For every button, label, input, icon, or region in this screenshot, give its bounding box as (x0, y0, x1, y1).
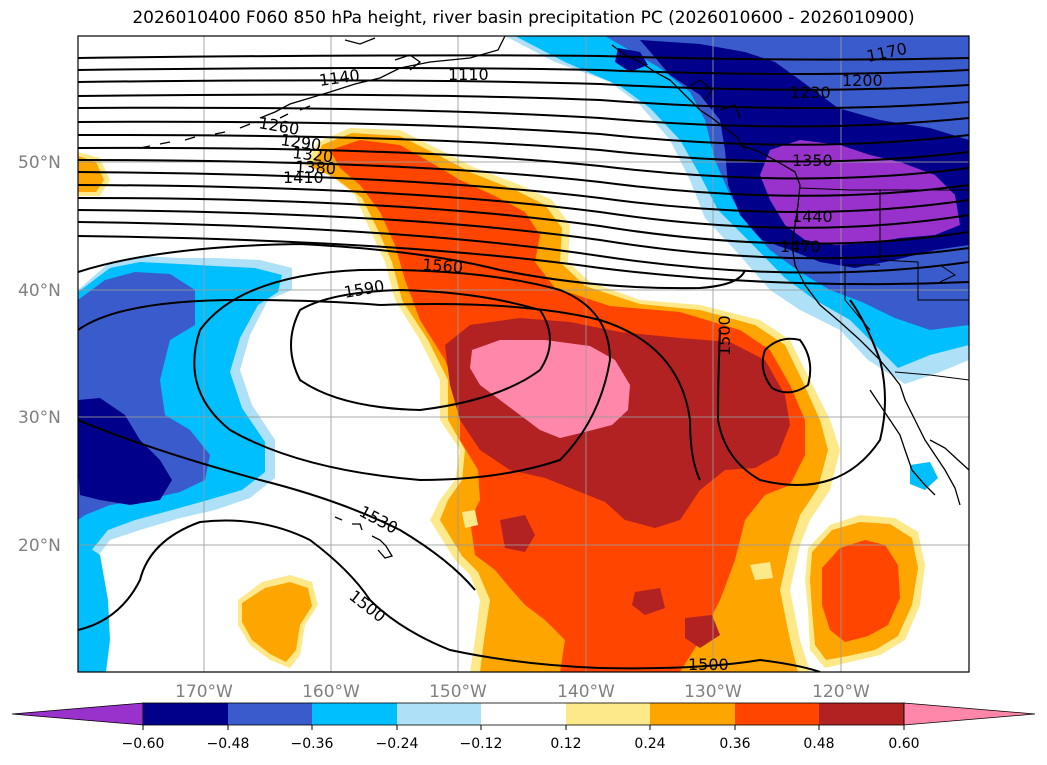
contour-label-1440: 1440 (792, 207, 833, 226)
contour-label-1380: 1380 (295, 157, 337, 178)
shade-pos024-nw (78, 156, 104, 192)
longitude-labels: 170°W 160°W 150°W 140°W 130°W 120°W (175, 682, 870, 702)
colorbar-tick-label: −0.24 (376, 736, 419, 752)
shade-neg060-northeast (760, 140, 960, 245)
contour-label-1560: 1560 (422, 255, 464, 277)
colorbar-tick-label: −0.36 (291, 736, 334, 752)
colorbar-bin-zero (481, 703, 566, 725)
contour-label-1200: 1200 (842, 71, 883, 90)
colorbar: −0.60 −0.48 −0.36 −0.24 −0.12 0.12 0.24 … (11, 702, 1036, 752)
map-plot-area: 1110 1140 1170 1200 1230 1260 1290 1320 … (78, 36, 969, 674)
lat-label-40n: 40°N (18, 281, 61, 301)
shade-pos012-speck1 (462, 510, 478, 528)
shade-pos048-blob2 (632, 588, 665, 615)
shade-pos024-sw (242, 582, 312, 662)
lon-label-150w: 150°W (429, 682, 487, 702)
colorbar-extend-right (903, 702, 1036, 726)
colorbar-tick-label: −0.12 (460, 736, 503, 752)
shade-pos048-blob3 (685, 615, 720, 648)
colorbar-bin-neg036 (312, 703, 397, 725)
lon-label-160w: 160°W (302, 682, 360, 702)
map-frame (77, 35, 970, 673)
contour-label-1110: 1110 (448, 65, 489, 84)
contour-label-1350: 1350 (792, 151, 833, 170)
colorbar-bin-pos036 (735, 703, 819, 725)
shade-pos060-main (470, 340, 630, 438)
colorbar-bin-neg048 (228, 703, 312, 725)
lat-label-50n: 50°N (18, 153, 61, 173)
colorbar-bin-neg060 (143, 703, 228, 725)
lat-label-30n: 30°N (18, 408, 61, 428)
colorbar-tick-label: 0.12 (550, 736, 581, 752)
map-title: 2026010400 F060 850 hPa height, river ba… (132, 8, 915, 28)
contour-label-1410: 1410 (283, 168, 324, 187)
lon-label-140w: 140°W (557, 682, 615, 702)
colorbar-tick-label: −0.60 (122, 736, 165, 752)
shade-neg024-baja (910, 462, 938, 490)
lon-label-170w: 170°W (175, 682, 233, 702)
colorbar-tick-label: −0.48 (207, 736, 250, 752)
colorbar-tick-label: 0.24 (634, 736, 665, 752)
shade-pos048-blob1 (500, 515, 535, 552)
contour-label-1470: 1470 (780, 237, 821, 256)
colorbar-bin-pos048 (819, 703, 904, 725)
lon-label-130w: 130°W (684, 682, 742, 702)
colorbar-tick-label: 0.48 (803, 736, 834, 752)
map-gridlines (78, 36, 969, 672)
contour-label-1320: 1320 (292, 143, 334, 166)
contour-label-1500-south: 1500 (688, 655, 729, 674)
colorbar-tick-label: 0.60 (888, 736, 919, 752)
colorbar-bin-neg024 (397, 703, 481, 725)
lat-label-20n: 20°N (18, 536, 61, 556)
colorbar-tick-label: 0.36 (719, 736, 750, 752)
contour-label-1230: 1230 (790, 83, 831, 102)
contour-labels: 1110 1140 1170 1200 1230 1260 1290 1320 … (257, 39, 908, 674)
lon-label-120w: 120°W (812, 682, 870, 702)
contour-label-1500-east: 1500 (715, 315, 734, 356)
shade-neg048-west (78, 398, 172, 505)
shade-neg024-south (78, 540, 110, 672)
colorbar-bin-pos012 (566, 703, 650, 725)
colorbar-extend-left (11, 702, 144, 726)
colorbar-bin-pos024 (650, 703, 735, 725)
height-contours (78, 54, 969, 672)
latitude-labels: 50°N 40°N 30°N 20°N (18, 153, 61, 556)
shade-pos012-speck2 (750, 562, 773, 580)
